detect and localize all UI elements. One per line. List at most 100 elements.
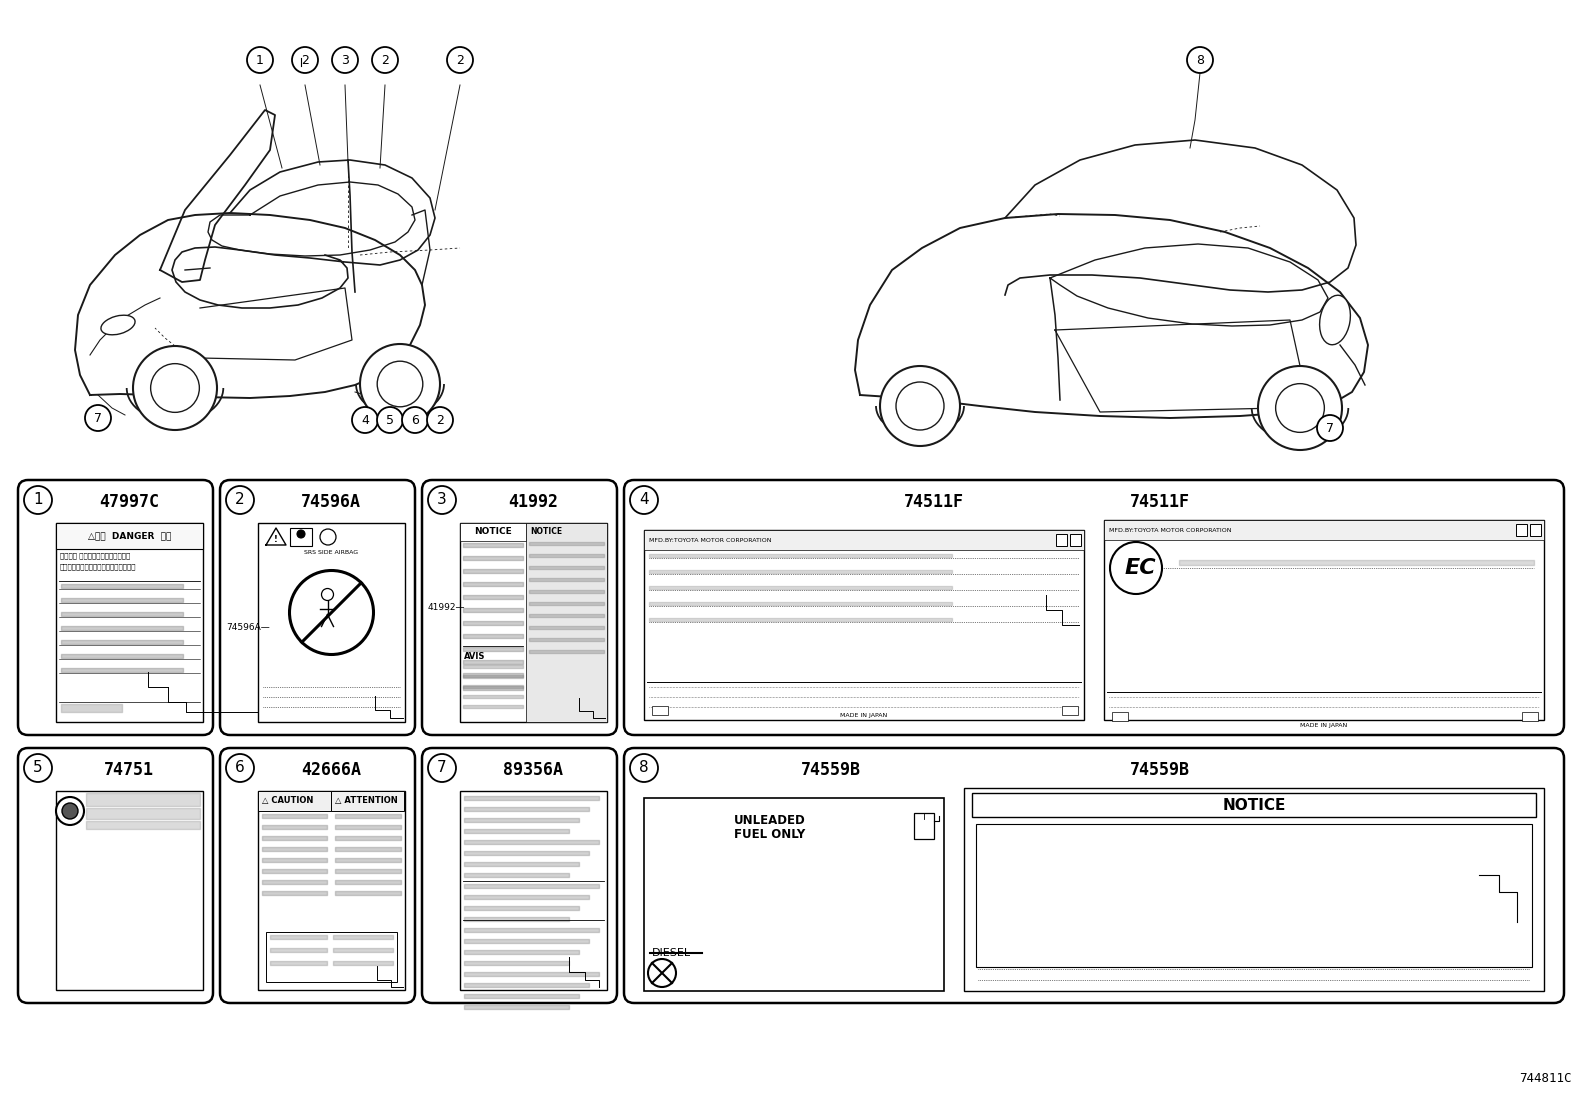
Text: EC: EC: [1124, 558, 1156, 578]
Text: △ ATTENTION: △ ATTENTION: [334, 797, 398, 806]
Text: NOTICE: NOTICE: [1223, 799, 1286, 813]
Text: 41992—: 41992—: [428, 603, 465, 612]
Circle shape: [134, 346, 217, 430]
Text: 74751: 74751: [103, 761, 154, 779]
Bar: [645, 530, 1084, 720]
Bar: [460, 523, 525, 541]
Circle shape: [290, 570, 374, 655]
Circle shape: [896, 382, 944, 430]
Circle shape: [428, 754, 455, 782]
Text: 高圧封入 ブレーキ機器の点検・整備: 高圧封入 ブレーキ機器の点検・整備: [60, 553, 131, 559]
Text: 6: 6: [411, 413, 419, 426]
FancyBboxPatch shape: [422, 480, 618, 735]
Circle shape: [56, 797, 84, 825]
Bar: [258, 791, 331, 811]
Text: MADE IN JAPAN: MADE IN JAPAN: [841, 712, 888, 718]
Text: 2: 2: [436, 413, 444, 426]
Bar: [258, 523, 404, 722]
Circle shape: [62, 803, 78, 819]
Text: 5: 5: [33, 761, 43, 776]
Bar: [1070, 534, 1081, 546]
Text: 1: 1: [33, 492, 43, 508]
Bar: [1103, 520, 1544, 540]
Text: 4: 4: [361, 413, 369, 426]
Text: 1: 1: [256, 54, 264, 67]
Bar: [1516, 524, 1527, 536]
Bar: [914, 813, 935, 839]
FancyBboxPatch shape: [18, 480, 213, 735]
Circle shape: [226, 486, 255, 514]
Text: 4: 4: [638, 492, 650, 508]
Circle shape: [298, 530, 306, 539]
Text: 47997C: 47997C: [99, 493, 159, 511]
Text: UNLEADED: UNLEADED: [734, 813, 806, 826]
Text: 交換前に法規章内を遵守してください。: 交換前に法規章内を遵守してください。: [60, 564, 137, 570]
Text: 8: 8: [1196, 54, 1204, 67]
Ellipse shape: [1320, 296, 1350, 345]
Bar: [976, 824, 1532, 967]
Bar: [1111, 712, 1129, 721]
Text: 74559B: 74559B: [801, 761, 861, 779]
FancyBboxPatch shape: [624, 480, 1563, 735]
Text: 744811C: 744811C: [1519, 1072, 1571, 1085]
Circle shape: [322, 588, 333, 600]
Bar: [1522, 712, 1538, 721]
FancyBboxPatch shape: [624, 748, 1563, 1003]
Text: 2: 2: [380, 54, 388, 67]
Text: 2: 2: [236, 492, 245, 508]
Text: DIESEL: DIESEL: [653, 948, 691, 958]
Circle shape: [226, 754, 255, 782]
Circle shape: [24, 754, 53, 782]
Bar: [645, 530, 1084, 550]
FancyBboxPatch shape: [220, 748, 416, 1003]
Circle shape: [333, 47, 358, 73]
Bar: [331, 791, 404, 811]
Bar: [56, 523, 204, 722]
Circle shape: [352, 407, 377, 433]
Text: 6: 6: [236, 761, 245, 776]
Bar: [460, 523, 607, 722]
Text: 42666A: 42666A: [301, 761, 361, 779]
Circle shape: [291, 47, 318, 73]
Circle shape: [428, 486, 455, 514]
Text: 7: 7: [1326, 422, 1334, 434]
FancyBboxPatch shape: [18, 748, 213, 1003]
Circle shape: [630, 486, 657, 514]
Bar: [1055, 534, 1067, 546]
Circle shape: [24, 486, 53, 514]
Text: MFD.BY:TOYOTA MOTOR CORPORATION: MFD.BY:TOYOTA MOTOR CORPORATION: [1110, 528, 1232, 533]
Bar: [1530, 524, 1541, 536]
Text: 41992: 41992: [508, 493, 559, 511]
Circle shape: [1258, 366, 1342, 449]
Bar: [290, 528, 312, 546]
Text: 74559B: 74559B: [1130, 761, 1189, 779]
Text: 74511F: 74511F: [904, 493, 965, 511]
Bar: [258, 791, 404, 990]
Circle shape: [447, 47, 473, 73]
Text: 7: 7: [94, 411, 102, 424]
Text: MADE IN JAPAN: MADE IN JAPAN: [1301, 722, 1347, 728]
Circle shape: [630, 754, 657, 782]
Text: 74596A—: 74596A—: [226, 623, 269, 632]
Text: 2: 2: [301, 54, 309, 67]
Circle shape: [377, 362, 423, 407]
Bar: [56, 791, 204, 990]
Text: NOTICE: NOTICE: [474, 528, 513, 536]
Bar: [56, 523, 204, 550]
Text: 74511F: 74511F: [1130, 493, 1189, 511]
FancyBboxPatch shape: [220, 480, 416, 735]
Bar: [653, 706, 669, 715]
Text: 8: 8: [638, 761, 650, 776]
Text: !: !: [274, 534, 279, 544]
Ellipse shape: [100, 315, 135, 335]
Text: NOTICE: NOTICE: [530, 528, 562, 536]
Text: 3: 3: [438, 492, 447, 508]
Circle shape: [1110, 542, 1162, 593]
Text: FUEL ONLY: FUEL ONLY: [734, 829, 806, 842]
Text: △ CAUTION: △ CAUTION: [263, 797, 314, 806]
Circle shape: [1317, 415, 1344, 441]
Circle shape: [320, 529, 336, 545]
Circle shape: [648, 959, 677, 987]
Circle shape: [1188, 47, 1213, 73]
Text: AVIS: AVIS: [463, 652, 486, 660]
